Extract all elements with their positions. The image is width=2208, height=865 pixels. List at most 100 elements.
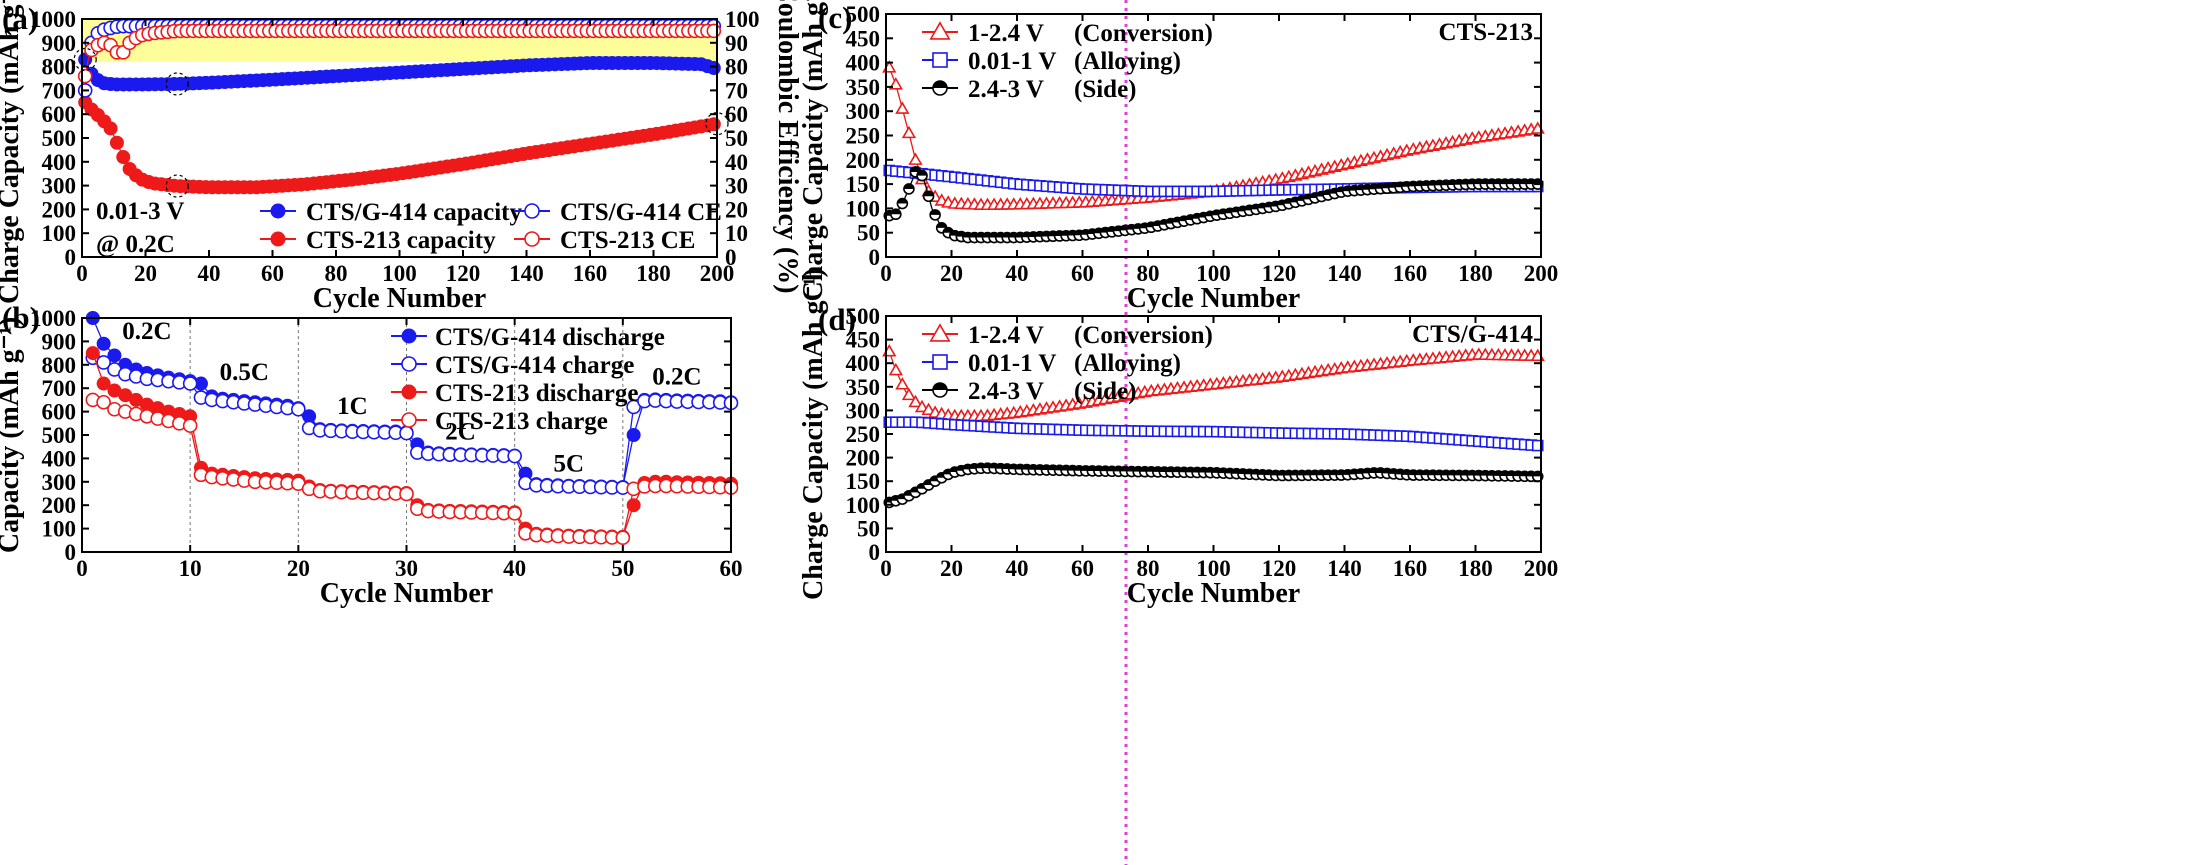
series-line: [92, 399, 732, 539]
legend-marker: [932, 354, 948, 370]
y-tick-label: 400: [42, 150, 77, 175]
y-tick-label: 200: [846, 446, 881, 471]
legend-marker: [932, 52, 948, 68]
x-axis-label: Cycle Number: [1127, 283, 1300, 314]
y2-tick-label: 100: [725, 7, 760, 32]
y-tick-label: 200: [846, 148, 881, 173]
x-tick-label: 80: [325, 261, 348, 286]
data-point: [903, 183, 915, 195]
data-point: [182, 376, 198, 391]
chart-d: 0 20 40 60 80 100 120 140 160 180 2000501001502002…: [798, 268, 1558, 609]
x-tick-label: 80: [1137, 261, 1160, 286]
y-tick-label: 500: [42, 423, 77, 448]
legend: 1-2.4 V (Conversion) 0.01-1 V (Alloying) 2.4…: [922, 322, 1213, 405]
legend-label: 0.01-1 V: [968, 350, 1056, 377]
sample-label: CTS-213: [1439, 19, 1533, 46]
data-point: [399, 486, 414, 502]
legend-marker: [401, 328, 417, 344]
series-0-01-1-v: [883, 416, 1544, 452]
legend-label: CTS/G-414 CE: [560, 199, 722, 226]
x-tick-label: 20: [287, 556, 310, 581]
x-tick-label: 140: [1327, 556, 1362, 581]
y-tick-label: 1000: [30, 7, 76, 32]
series-cts-213-capacity: [78, 95, 721, 195]
legend-marker: [270, 231, 286, 247]
marker-fill: [890, 209, 901, 215]
y2-tick-label: 80: [725, 55, 748, 80]
series-cts-213-charge: [85, 392, 739, 546]
series-cts-g-414-capacity: [78, 52, 721, 92]
y-axis-label: Charge Capacity (mAh g⁻¹): [0, 0, 25, 304]
x-tick-label: 100: [1196, 556, 1231, 581]
legend-marker: [401, 412, 417, 428]
legend-label: 1-2.4 V: [968, 322, 1044, 349]
x-tick-label: 20: [940, 261, 963, 286]
y-axis-label: Charge Capacity (mAh g⁻¹): [798, 268, 829, 600]
data-point: [109, 135, 124, 150]
legend-process: (Alloying): [1074, 350, 1181, 377]
marker-fill: [910, 166, 921, 172]
legend-marker: [932, 382, 948, 398]
legend-process: (Conversion): [1074, 322, 1213, 349]
y-tick-label: 600: [42, 400, 77, 425]
legend-process: (Conversion): [1074, 20, 1213, 47]
y-tick-label: 900: [42, 31, 77, 56]
series-2-4-3-v: [883, 165, 1544, 244]
rate-label: 1C: [337, 393, 368, 420]
marker-fill: [936, 222, 947, 228]
marker-fill: [943, 227, 954, 233]
legend-label: CTS/G-414 charge: [435, 352, 634, 379]
legend-label: 0.01-1 V: [968, 48, 1056, 75]
series-1-2-4-v: [882, 344, 1545, 422]
y-tick-label: 600: [42, 102, 77, 127]
y-tick-label: 800: [42, 353, 77, 378]
legend-marker: [524, 203, 540, 219]
chart-c: 0 20 40 60 80 100 120 140 160 180 2000501001502002…: [798, 0, 1558, 314]
x-tick-label: 50: [611, 556, 634, 581]
data-point: [107, 348, 122, 363]
y2-tick-label: 50: [725, 126, 748, 151]
y-tick-label: 350: [846, 75, 881, 100]
y-tick-label: 400: [846, 351, 881, 376]
y-tick-label: 300: [846, 398, 881, 423]
data-point: [895, 377, 910, 390]
x-tick-label: 20: [134, 261, 157, 286]
x-tick-label: 120: [446, 261, 481, 286]
data-point: [77, 68, 93, 84]
y-tick-label: 100: [846, 493, 881, 518]
condition-annotation: 0.01-3 V: [96, 198, 184, 225]
data-point: [922, 190, 935, 203]
x-tick-label: 40: [503, 556, 526, 581]
x-tick-label: 140: [509, 261, 544, 286]
data-point: [96, 355, 111, 370]
y-tick-label: 500: [846, 2, 881, 27]
data-point: [182, 418, 198, 433]
marker-fill: [917, 170, 928, 176]
y-tick-label: 450: [846, 328, 881, 353]
y-tick-label: 250: [846, 124, 881, 149]
panel-label: (b): [2, 300, 40, 335]
y-tick-label: 50: [857, 516, 880, 541]
marker-fill: [933, 383, 947, 390]
x-tick-label: 160: [1393, 556, 1428, 581]
marker-fill: [933, 81, 947, 88]
y-tick-label: 50: [857, 221, 880, 246]
data-point: [615, 530, 631, 546]
data-point: [706, 117, 721, 132]
y-tick-label: 100: [42, 517, 77, 542]
data-point: [399, 425, 414, 441]
y-tick-label: 450: [846, 26, 881, 51]
data-point: [896, 197, 909, 210]
x-tick-label: 60: [1071, 261, 1094, 286]
y-tick-label: 400: [42, 446, 77, 471]
marker-fill: [903, 183, 914, 189]
data-point: [929, 209, 941, 221]
x-tick-label: 200: [700, 261, 735, 286]
x-tick-label: 0: [76, 556, 88, 581]
y2-tick-label: 30: [725, 174, 748, 199]
y2-tick-label: 20: [725, 197, 748, 222]
y-tick-label: 700: [42, 78, 77, 103]
data-point: [96, 336, 111, 351]
data-point: [103, 121, 118, 136]
data-point: [901, 387, 917, 401]
